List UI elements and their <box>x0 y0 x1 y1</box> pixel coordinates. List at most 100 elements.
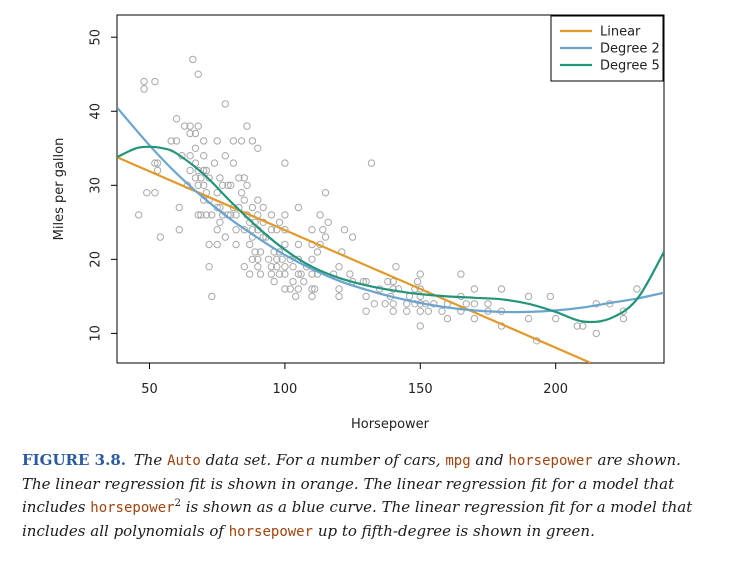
caption-text-2: data set. For a number of cars, <box>200 451 446 469</box>
data-point <box>324 218 332 227</box>
data-point <box>213 189 221 197</box>
data-point <box>248 255 257 263</box>
data-point <box>151 77 159 86</box>
data-point <box>232 226 240 234</box>
data-point <box>294 285 303 293</box>
data-point <box>175 226 184 234</box>
data-point <box>308 226 316 234</box>
data-point <box>200 137 208 145</box>
data-point <box>316 211 324 219</box>
data-point <box>259 203 267 212</box>
legend-entry: Degree 2 <box>600 42 660 57</box>
data-point <box>416 307 424 315</box>
data-point <box>256 248 265 256</box>
y-axis: 10 20 30 40 50 <box>88 29 117 342</box>
data-point <box>186 129 194 138</box>
data-point <box>552 314 560 323</box>
data-point <box>281 240 289 249</box>
data-point <box>311 285 319 293</box>
data-point <box>275 248 284 256</box>
data-point <box>443 314 452 323</box>
fit-lines <box>117 106 664 363</box>
data-point <box>546 292 554 301</box>
y-tick-label: 10 <box>88 325 103 342</box>
data-point <box>232 211 240 219</box>
data-point <box>619 307 628 315</box>
data-point <box>243 122 251 130</box>
fit-line-degree-2 <box>117 106 664 314</box>
y-tick-label: 20 <box>89 251 104 268</box>
legend: Linear Degree 2 Degree 5 <box>550 15 664 82</box>
data-point <box>389 307 397 315</box>
data-point <box>240 174 249 182</box>
data-point <box>205 240 213 249</box>
data-point <box>240 196 249 204</box>
data-point <box>205 174 213 182</box>
data-point <box>294 203 303 212</box>
caption-text-1: The <box>129 451 168 469</box>
data-point <box>370 300 378 308</box>
data-point <box>235 174 243 182</box>
data-point <box>278 255 286 263</box>
data-point <box>186 152 194 160</box>
data-point <box>194 122 202 130</box>
data-point <box>243 181 251 190</box>
data-point <box>389 277 397 286</box>
data-point <box>424 307 433 315</box>
legend-entry: Linear <box>600 25 641 40</box>
data-point <box>232 240 240 249</box>
data-point <box>248 203 257 212</box>
y-tick-label: 40 <box>88 103 103 120</box>
data-point <box>286 285 294 293</box>
x-axis: 50 100 150 200 <box>141 363 568 397</box>
data-point <box>300 277 308 286</box>
data-point <box>413 277 422 286</box>
data-point <box>151 159 159 167</box>
data-point <box>186 166 194 175</box>
caption-code-auto: Auto <box>167 453 201 469</box>
fit-line-linear <box>117 156 592 363</box>
data-point <box>194 166 202 175</box>
caption-code-mpg: mpg <box>445 453 471 469</box>
data-point <box>246 270 254 278</box>
data-point <box>229 137 238 145</box>
caption-text-4: are shown. The linear regression fit is … <box>22 451 681 516</box>
data-point <box>254 263 262 271</box>
data-point <box>497 285 506 293</box>
y-tick-label: 30 <box>88 177 103 194</box>
data-point <box>208 211 216 219</box>
data-point <box>194 211 202 219</box>
data-point <box>251 248 259 256</box>
data-point <box>384 277 392 286</box>
data-point <box>202 211 211 219</box>
data-point <box>308 292 316 301</box>
data-point <box>335 263 343 271</box>
data-point <box>381 300 389 308</box>
y-tick-label: 50 <box>89 29 104 46</box>
data-point <box>153 159 162 167</box>
data-point <box>308 270 316 278</box>
data-point <box>218 181 227 190</box>
data-point <box>524 292 533 301</box>
data-point <box>340 226 349 234</box>
data-point <box>411 300 419 308</box>
data-point <box>367 159 376 167</box>
data-point <box>403 307 411 315</box>
data-point <box>267 270 276 278</box>
data-point <box>191 144 200 153</box>
data-point <box>275 218 284 227</box>
legend-entry: Degree 5 <box>600 59 660 74</box>
data-point <box>270 277 278 286</box>
data-point <box>348 233 357 241</box>
data-point <box>172 115 181 123</box>
caption-text-5: is shown as a blue curve. The linear reg… <box>22 498 693 540</box>
data-point <box>135 211 143 219</box>
data-point <box>210 159 219 167</box>
data-point <box>321 189 330 197</box>
caption-text-6: up to fifth-degree is shown in green. <box>313 522 595 540</box>
caption-superscript: 2 <box>174 498 181 509</box>
data-point <box>202 166 211 175</box>
scatter-points <box>135 55 641 345</box>
data-point <box>221 152 230 160</box>
